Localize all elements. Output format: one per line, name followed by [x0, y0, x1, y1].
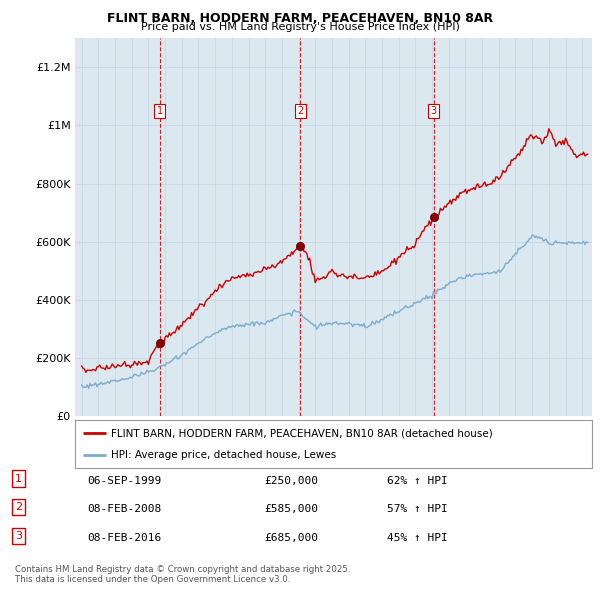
Text: £250,000: £250,000: [264, 476, 318, 486]
Text: £585,000: £585,000: [264, 504, 318, 514]
Text: FLINT BARN, HODDERN FARM, PEACEHAVEN, BN10 8AR (detached house): FLINT BARN, HODDERN FARM, PEACEHAVEN, BN…: [111, 428, 493, 438]
Text: £685,000: £685,000: [264, 533, 318, 543]
Text: 45% ↑ HPI: 45% ↑ HPI: [387, 533, 448, 543]
Text: 08-FEB-2008: 08-FEB-2008: [87, 504, 161, 514]
Text: Contains HM Land Registry data © Crown copyright and database right 2025.
This d: Contains HM Land Registry data © Crown c…: [15, 565, 350, 584]
Text: 2: 2: [15, 502, 22, 512]
Text: 1: 1: [157, 106, 163, 116]
Text: FLINT BARN, HODDERN FARM, PEACEHAVEN, BN10 8AR: FLINT BARN, HODDERN FARM, PEACEHAVEN, BN…: [107, 12, 493, 25]
Text: 06-SEP-1999: 06-SEP-1999: [87, 476, 161, 486]
Text: 3: 3: [15, 531, 22, 541]
Text: 1: 1: [15, 474, 22, 484]
Text: 62% ↑ HPI: 62% ↑ HPI: [387, 476, 448, 486]
Text: 2: 2: [297, 106, 304, 116]
Text: 57% ↑ HPI: 57% ↑ HPI: [387, 504, 448, 514]
Text: HPI: Average price, detached house, Lewes: HPI: Average price, detached house, Lewe…: [111, 450, 337, 460]
Text: Price paid vs. HM Land Registry's House Price Index (HPI): Price paid vs. HM Land Registry's House …: [140, 22, 460, 32]
Text: 08-FEB-2016: 08-FEB-2016: [87, 533, 161, 543]
Text: 3: 3: [431, 106, 437, 116]
